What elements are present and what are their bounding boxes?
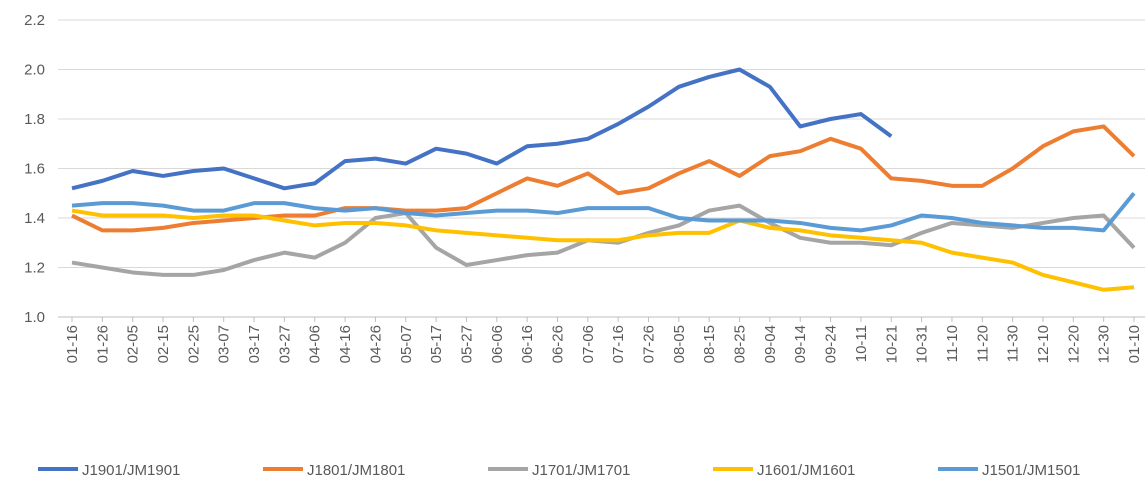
x-tick-label: 12-10: [1035, 325, 1052, 363]
legend-label: J1701/JM1701: [532, 462, 630, 479]
y-tick-label: 1.2: [24, 260, 45, 277]
x-tick-label: 10-21: [883, 325, 900, 363]
x-tick-label: 01-10: [1126, 325, 1143, 363]
x-tick-label: 10-11: [853, 325, 870, 362]
x-tick-label: 06-26: [549, 325, 566, 363]
x-tick-label: 03-17: [246, 325, 263, 363]
series-line: [71, 208, 1135, 292]
y-tick-label: 1.4: [24, 210, 45, 227]
x-tick-label: 08-05: [671, 325, 688, 363]
x-tick-label: 10-31: [914, 325, 931, 363]
x-tick-label: 03-27: [276, 325, 293, 363]
series-line: [71, 124, 1136, 233]
series-line: [71, 191, 1136, 233]
x-tick-label: 11-30: [1005, 325, 1022, 362]
y-tick-label: 2.2: [24, 12, 45, 29]
x-tick-label: 01-26: [94, 325, 111, 363]
x-tick-label: 03-07: [216, 325, 233, 363]
y-tick-label: 1.6: [24, 161, 45, 178]
x-tick-label: 01-16: [64, 325, 81, 363]
x-tick-label: 05-17: [428, 325, 445, 363]
x-tick-label: 09-04: [762, 325, 779, 363]
x-tick-label: 09-24: [823, 325, 840, 363]
x-tick-label: 02-25: [185, 325, 202, 363]
legend-label: J1601/JM1601: [757, 462, 855, 479]
x-tick-label: 11-10: [944, 325, 961, 362]
x-tick-label: 12-30: [1096, 325, 1113, 363]
legend-label: J1901/JM1901: [82, 462, 180, 479]
x-tick-label: 09-14: [792, 325, 809, 363]
series-line: [71, 67, 893, 191]
x-tick-label: 12-20: [1065, 325, 1082, 363]
x-tick-label: 04-26: [367, 325, 384, 363]
legend-label: J1801/JM1801: [307, 462, 405, 479]
legend-label: J1501/JM1501: [982, 462, 1080, 479]
x-tick-label: 08-25: [732, 325, 749, 363]
x-tick-label: 02-15: [155, 325, 172, 363]
x-tick-label: 05-07: [398, 325, 415, 363]
x-tick-label: 05-27: [458, 325, 475, 363]
x-tick-label: 04-06: [307, 325, 324, 363]
x-tick-label: 02-05: [125, 325, 142, 363]
y-tick-label: 1.0: [24, 309, 45, 326]
x-tick-label: 07-06: [580, 325, 597, 363]
y-tick-label: 2.0: [24, 62, 45, 79]
x-tick-label: 08-15: [701, 325, 718, 363]
x-tick-label: 04-16: [337, 325, 354, 363]
x-tick-label: 11-20: [974, 325, 991, 362]
y-tick-label: 1.8: [24, 111, 45, 128]
x-tick-label: 07-26: [641, 325, 658, 363]
x-tick-label: 06-06: [489, 325, 506, 363]
x-tick-label: 06-16: [519, 325, 536, 363]
x-tick-label: 07-16: [610, 325, 627, 363]
